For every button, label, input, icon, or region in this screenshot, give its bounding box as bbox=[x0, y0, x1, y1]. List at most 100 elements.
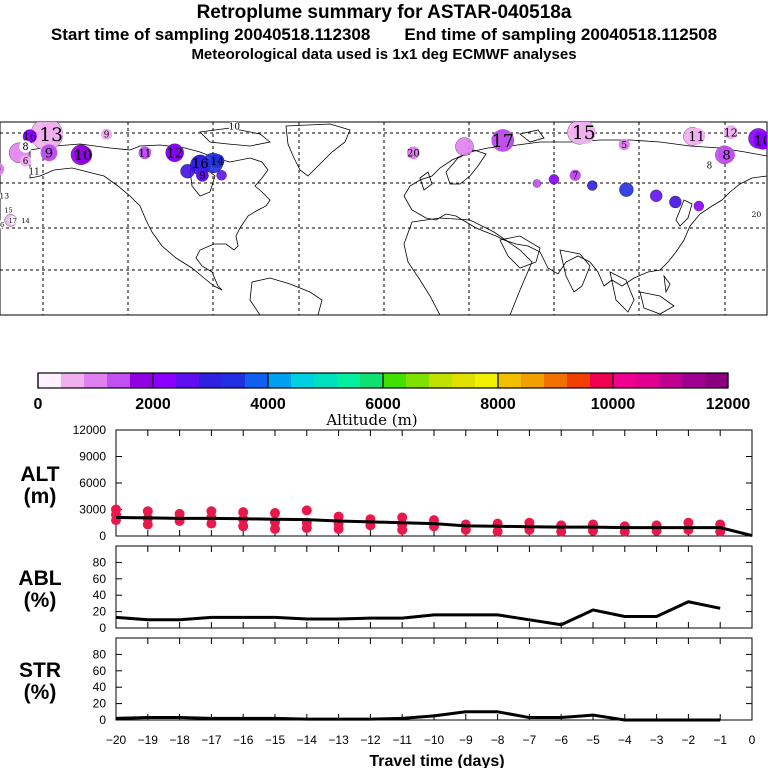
x-tick-label: −3 bbox=[650, 733, 664, 747]
colorbar-cell bbox=[705, 373, 729, 388]
cluster-label-bg bbox=[571, 122, 596, 145]
cluster-label-bg bbox=[407, 146, 420, 160]
colorbar-tick-label: 6000 bbox=[365, 396, 401, 413]
panel-units: (m) bbox=[24, 485, 57, 508]
panel-units: (%) bbox=[24, 681, 57, 704]
cluster-day-label: 9 bbox=[0, 165, 1, 176]
y-tick-label: 80 bbox=[93, 647, 107, 661]
time-series-panels: 030006000900012000ALT(m)020406080ABL(%)0… bbox=[18, 423, 753, 727]
cluster-dot bbox=[650, 189, 663, 202]
cluster-label-bg bbox=[210, 153, 225, 168]
y-tick-label: 6000 bbox=[79, 476, 106, 490]
cluster-day-label: 11 bbox=[139, 148, 152, 159]
cluster-dot bbox=[619, 182, 634, 197]
colorbar-tick-label: 12000 bbox=[706, 396, 751, 413]
x-tick-label: −17 bbox=[201, 733, 222, 747]
cluster-label-bg bbox=[73, 145, 93, 164]
cluster-label-bg bbox=[22, 129, 37, 144]
colorbar-cell bbox=[38, 373, 62, 388]
cluster-dot bbox=[180, 164, 195, 179]
colorbar-cell bbox=[636, 373, 660, 388]
cluster-day-label: 10 bbox=[229, 122, 241, 132]
coast-south-america bbox=[249, 277, 323, 315]
cluster-day-label: 17 bbox=[492, 132, 514, 152]
coast-africa bbox=[403, 217, 533, 315]
colorbar-cell bbox=[429, 373, 453, 388]
cluster-day-label: 16 bbox=[192, 157, 209, 172]
y-tick-label: 60 bbox=[93, 572, 107, 586]
colorbar-tick-label: 0 bbox=[34, 396, 43, 413]
cluster-day-label: 10 bbox=[754, 134, 768, 150]
met-data-label: Meteorological data used is 1x1 deg ECMW… bbox=[191, 46, 577, 63]
cluster-day-label: 14 bbox=[21, 217, 29, 225]
x-tick-label: −8 bbox=[491, 733, 505, 747]
colorbar-cell bbox=[659, 373, 683, 388]
cluster-dot bbox=[693, 200, 704, 212]
cluster-day-label: 13 bbox=[39, 125, 63, 146]
cluster-label-bg bbox=[19, 140, 32, 153]
cluster-label-bg bbox=[751, 209, 762, 220]
cluster-label-bg bbox=[191, 154, 209, 172]
colorbar-tick-label: 10000 bbox=[591, 396, 636, 413]
cluster-day-label: 15 bbox=[4, 207, 12, 215]
altitude-scatter-point bbox=[301, 505, 312, 516]
coast-north-america bbox=[29, 143, 271, 291]
y-tick-label: 40 bbox=[93, 680, 107, 694]
panel-alt: 0 3000 6000 9000 12000 ALT(m) bbox=[20, 423, 753, 543]
coast-uk bbox=[419, 171, 433, 191]
cluster-day-label: 20 bbox=[751, 210, 761, 219]
cluster-label-bg bbox=[138, 146, 152, 160]
cluster-label-bg bbox=[4, 205, 13, 215]
cluster-day-label: 14 bbox=[210, 155, 224, 168]
cluster-label-bg bbox=[39, 122, 64, 147]
colorbar-cell bbox=[544, 373, 568, 388]
x-tick-label: −14 bbox=[297, 733, 318, 747]
world-map: 1613891091012119611131514161716149151711… bbox=[0, 121, 768, 316]
colorbar-cell bbox=[199, 373, 223, 388]
series-line bbox=[115, 710, 721, 722]
x-tick-label: 0 bbox=[749, 733, 756, 747]
y-tick-label: 0 bbox=[99, 529, 106, 543]
cluster-dot bbox=[532, 179, 542, 188]
x-tick-label: −5 bbox=[586, 733, 600, 747]
coast-indochina bbox=[609, 271, 635, 313]
colorbar-cell bbox=[452, 373, 476, 388]
panel-abl: 0 20 40 60 80 ABL(%) bbox=[18, 545, 753, 635]
x-tick-label: −11 bbox=[392, 733, 412, 747]
y-tick-label: 12000 bbox=[73, 423, 107, 437]
x-tick-label: −1 bbox=[713, 733, 727, 747]
colorbar-cell bbox=[360, 373, 384, 388]
altitude-scatter-point bbox=[333, 523, 344, 534]
colorbar-tick-label: 4000 bbox=[250, 396, 286, 413]
cluster-day-label: 8 bbox=[722, 149, 730, 164]
cluster-day-label: 6 bbox=[23, 157, 29, 167]
altitude-scatter-point bbox=[397, 512, 408, 523]
panel-frame bbox=[115, 637, 753, 721]
panel-title: STR bbox=[19, 659, 61, 682]
x-tick-label: −2 bbox=[682, 733, 696, 747]
cluster-day-label: 11 bbox=[28, 167, 39, 177]
cluster-day-label: 15 bbox=[572, 123, 596, 144]
altitude-scatter-point bbox=[142, 506, 153, 517]
cluster-label-bg bbox=[0, 163, 5, 176]
altitude-scatter-point bbox=[270, 523, 280, 534]
panel-units: (%) bbox=[24, 589, 57, 612]
x-tick-label: −15 bbox=[265, 733, 286, 747]
colorbar-cell bbox=[590, 373, 614, 388]
coast-japan bbox=[675, 199, 693, 227]
x-tick-label: −20 bbox=[106, 733, 127, 747]
cluster-label-bg bbox=[0, 190, 10, 201]
end-time-label: End time of sampling 20040518.112508 bbox=[404, 25, 718, 44]
cluster-dot bbox=[216, 170, 227, 181]
y-tick-label: 20 bbox=[93, 605, 107, 619]
cluster-day-label: 9 bbox=[45, 147, 53, 162]
y-tick-label: 80 bbox=[93, 555, 107, 569]
colorbar-cell bbox=[268, 373, 292, 388]
cluster-label-bg bbox=[196, 169, 209, 182]
coast-russian-islands bbox=[519, 129, 545, 143]
cluster-day-label: 8 bbox=[707, 161, 713, 171]
y-tick-label: 9000 bbox=[79, 450, 106, 464]
colorbar-cell bbox=[84, 373, 108, 388]
y-tick-label: 3000 bbox=[79, 503, 106, 517]
y-tick-label: 40 bbox=[93, 588, 107, 602]
